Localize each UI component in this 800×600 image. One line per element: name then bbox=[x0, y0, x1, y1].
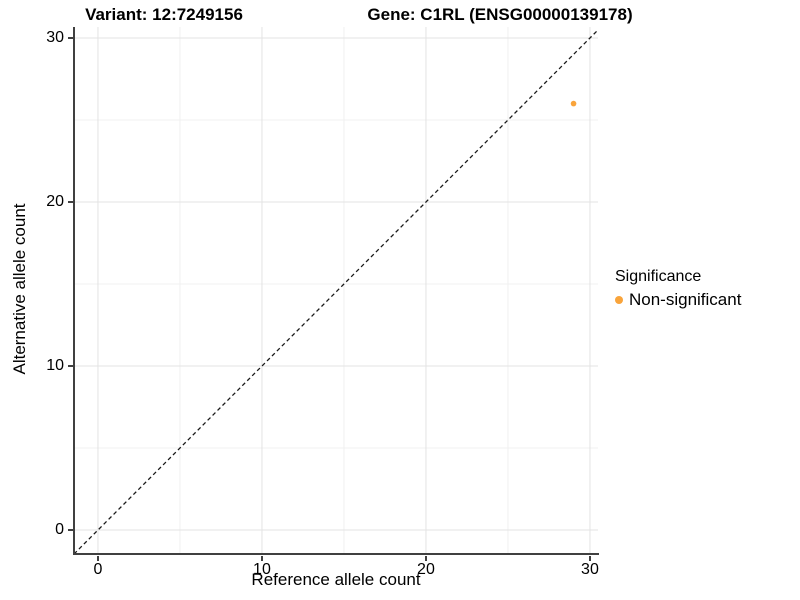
x-tick-mark bbox=[96, 556, 99, 561]
legend-point-icon bbox=[615, 296, 623, 304]
x-tick-mark bbox=[588, 556, 591, 561]
x-tick-label: 30 bbox=[581, 561, 599, 578]
y-tick-mark bbox=[68, 529, 73, 532]
legend-item-label: Non-significant bbox=[629, 290, 742, 309]
legend-item: Non-significant bbox=[615, 290, 741, 310]
x-tick-label: 10 bbox=[253, 561, 271, 578]
plot-title-gene: Gene: C1RL (ENSG00000139178) bbox=[367, 5, 633, 24]
plot-panel bbox=[74, 27, 598, 554]
y-tick-mark bbox=[68, 36, 73, 39]
y-tick-mark bbox=[68, 201, 73, 203]
legend-title: Significance bbox=[615, 268, 702, 285]
y-tick-label: 0 bbox=[55, 521, 64, 539]
legend: Significance Non-significant bbox=[615, 268, 741, 310]
plot-area bbox=[74, 27, 598, 554]
y-tick-label: 20 bbox=[46, 193, 64, 210]
x-tick-label: 0 bbox=[93, 561, 103, 578]
x-axis-label: Reference allele count bbox=[251, 570, 421, 589]
data-point bbox=[570, 100, 577, 107]
identity-dashed-line bbox=[74, 29, 598, 554]
x-tick-mark bbox=[424, 556, 427, 561]
y-tick-mark bbox=[68, 365, 73, 368]
y-tick-label: 30 bbox=[46, 28, 64, 46]
x-tick-mark bbox=[260, 556, 263, 561]
y-axis-label: Alternative allele count bbox=[10, 203, 29, 375]
x-tick-label: 20 bbox=[417, 561, 435, 578]
plot-title-variant: Variant: 12:7249156 bbox=[85, 5, 243, 24]
y-tick-label: 10 bbox=[46, 357, 64, 375]
y-axis-line bbox=[73, 27, 75, 555]
x-axis-line bbox=[73, 553, 599, 555]
